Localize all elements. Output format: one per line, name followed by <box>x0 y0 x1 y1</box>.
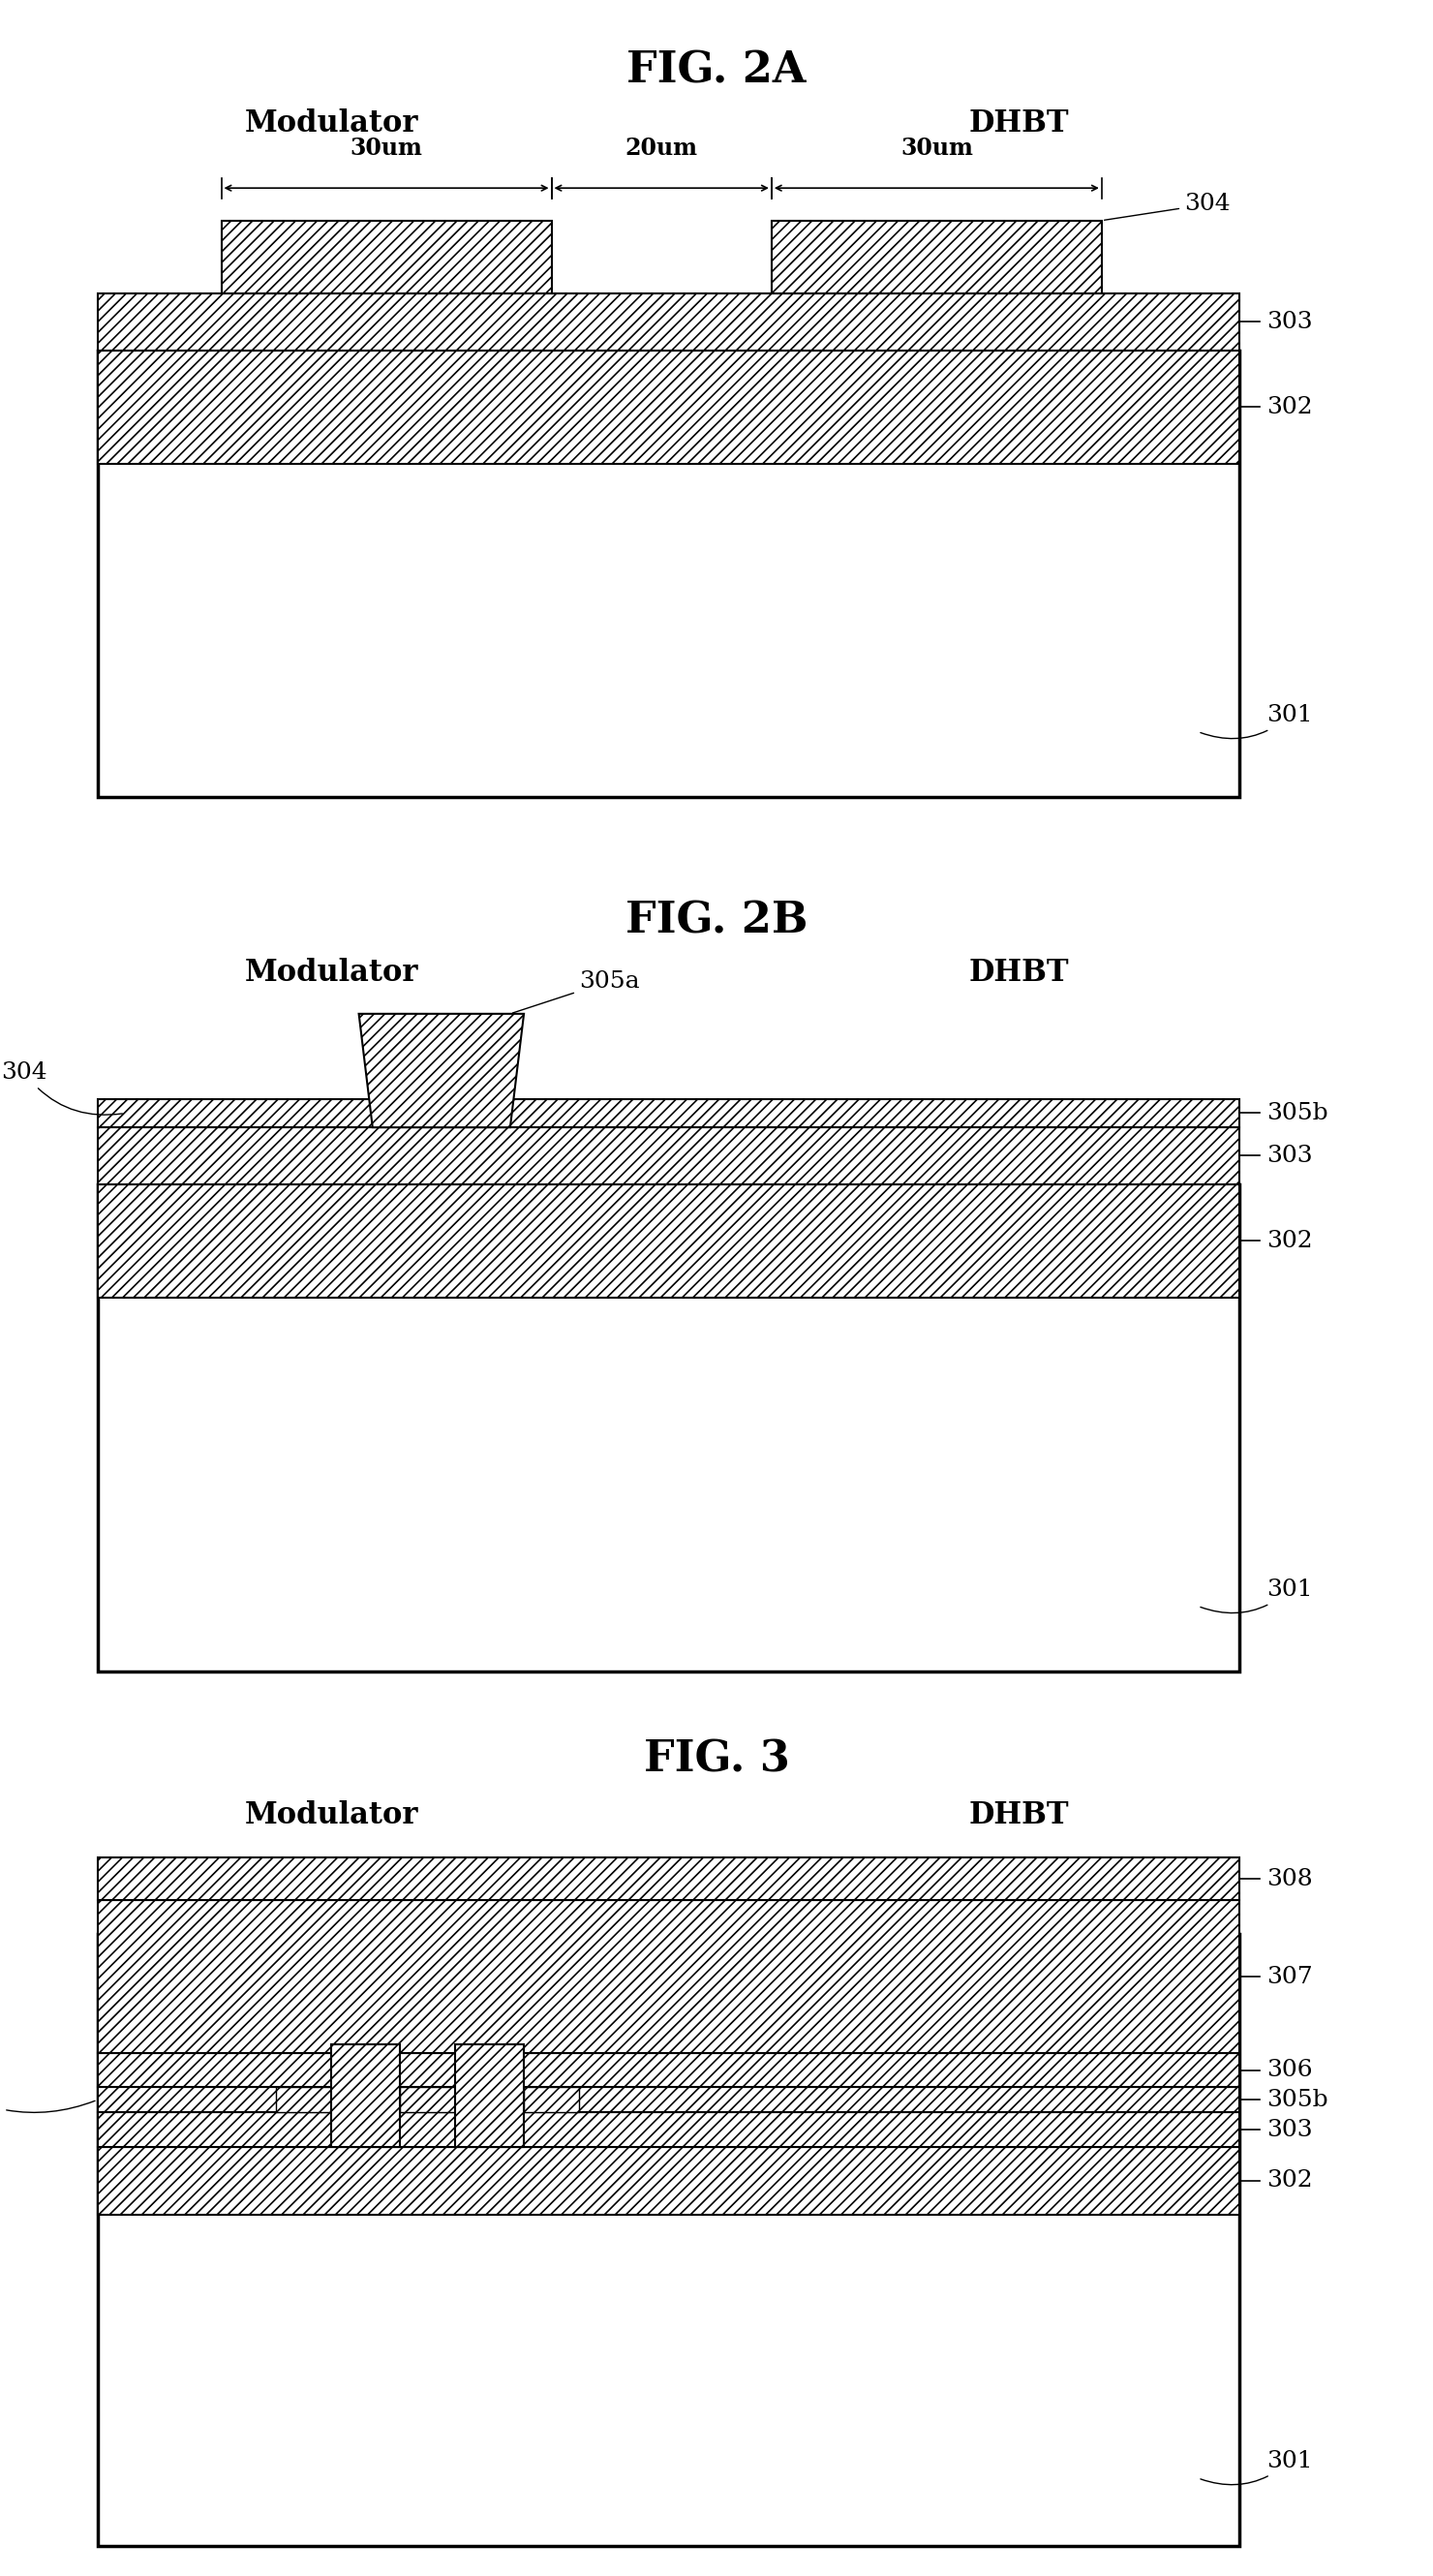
Text: 302: 302 <box>1267 397 1313 417</box>
Text: 304: 304 <box>1105 193 1231 219</box>
Polygon shape <box>358 1015 524 1128</box>
Text: 304: 304 <box>1 1061 122 1115</box>
Bar <box>97 2053 1240 2087</box>
Text: 20um: 20um <box>625 137 698 160</box>
Text: FIG. 2A: FIG. 2A <box>626 49 807 93</box>
Bar <box>97 350 1240 464</box>
Text: 302: 302 <box>1267 1229 1313 1252</box>
Text: 302: 302 <box>1267 2169 1313 2192</box>
Bar <box>277 2087 331 2112</box>
Bar <box>400 2087 456 2112</box>
Text: 303: 303 <box>1267 312 1313 332</box>
Text: 30um: 30um <box>350 137 423 160</box>
Bar <box>97 2112 1240 2146</box>
Text: 305a: 305a <box>513 971 639 1012</box>
Bar <box>771 222 1102 294</box>
Bar <box>456 2045 524 2146</box>
Text: DHBT: DHBT <box>969 108 1069 139</box>
Text: 305a: 305a <box>0 2089 95 2112</box>
Text: 307: 307 <box>1267 1965 1313 1989</box>
Text: 301: 301 <box>1201 2450 1313 2486</box>
Bar <box>97 1935 1240 2545</box>
Text: Modulator: Modulator <box>245 958 418 989</box>
Text: 305b: 305b <box>1267 2089 1328 2110</box>
Text: DHBT: DHBT <box>969 958 1069 989</box>
Text: 305b: 305b <box>1267 1103 1328 1123</box>
Bar <box>97 1128 1240 1185</box>
Bar <box>510 1100 1240 1128</box>
Text: Modulator: Modulator <box>245 108 418 139</box>
Text: 301: 301 <box>1201 703 1313 739</box>
Bar <box>97 1901 1240 2053</box>
Text: 306: 306 <box>1267 2058 1313 2081</box>
Bar <box>97 2146 1240 2215</box>
Text: 308: 308 <box>1267 1868 1313 1891</box>
Text: 303: 303 <box>1267 1144 1313 1167</box>
Bar <box>97 350 1240 796</box>
Bar <box>97 1857 1240 1901</box>
Bar <box>97 294 1240 350</box>
Bar <box>221 222 552 294</box>
Text: FIG. 2B: FIG. 2B <box>625 899 808 943</box>
Text: 30um: 30um <box>900 137 973 160</box>
Bar <box>97 1185 1240 1298</box>
Bar <box>331 2045 400 2146</box>
Bar <box>97 1185 1240 1672</box>
Bar <box>524 2087 579 2112</box>
Text: DHBT: DHBT <box>969 1801 1069 1829</box>
Bar <box>97 2087 1240 2112</box>
Text: FIG. 3: FIG. 3 <box>643 1739 790 1780</box>
Text: Modulator: Modulator <box>245 1801 418 1829</box>
Text: 301: 301 <box>1201 1579 1313 1613</box>
Bar <box>97 1100 387 1128</box>
Text: 303: 303 <box>1267 2117 1313 2141</box>
